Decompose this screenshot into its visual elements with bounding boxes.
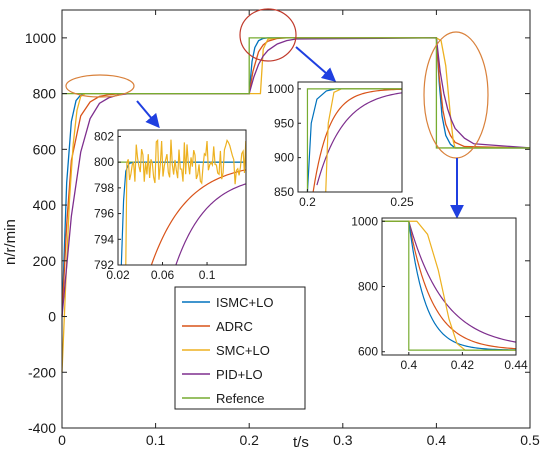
inset-series-group [382, 220, 516, 351]
inset-frame [297, 81, 403, 193]
inset-y-tick-label: 1000 [267, 82, 294, 96]
x-tick-label: 0.1 [146, 432, 166, 448]
inset-x-tick-label: 0.06 [151, 268, 175, 282]
y-tick-label: -400 [28, 420, 56, 436]
series-line-ismc-lo [61, 37, 530, 317]
inset-series-line-refence [306, 88, 402, 192]
y-tick-label: 600 [33, 141, 57, 157]
inset-plot-1: 0.02 0.06 0.1 792 794 796 798 800 802 [94, 129, 247, 282]
inset-y-tick-label: 1000 [351, 214, 378, 228]
main-x-ticks: 0 0.1 0.2 0.3 0.4 0.5 [58, 10, 540, 448]
inset-series-line-pid-lo [175, 183, 246, 265]
inset-background [298, 82, 402, 192]
legend-label: ISMC+LO [216, 295, 273, 310]
highlight-ellipse-step-down [423, 31, 489, 159]
highlight-ellipse-start [65, 74, 135, 98]
inset-series-line-smc-lo [125, 138, 246, 265]
inset-series-line-pid-lo [382, 220, 516, 343]
inset-plot-2: 0.2 0.25 850 900 950 1000 [267, 81, 414, 209]
arrow-to-inset-2 [295, 46, 337, 82]
inset-y-tick-label: 798 [94, 181, 114, 195]
inset-x-tick-label: 0.02 [106, 268, 130, 282]
inset-y-tick-label: 800 [358, 280, 378, 294]
inset-y-tick-label: 802 [94, 129, 114, 143]
x-tick-label: 0.5 [520, 432, 540, 448]
inset-x-tick-label: 0.1 [199, 268, 216, 282]
inset-plot-3: 0.4 0.42 0.44 600 800 1000 [351, 214, 528, 372]
inset-y-tick-label: 800 [94, 155, 114, 169]
inset-x-tick-label: 0.42 [451, 358, 475, 372]
series-line-smc-lo [61, 37, 530, 373]
legend-items: ISMC+LO ADRC SMC+LO PID+LO Refence [182, 295, 273, 406]
main-series-group [61, 37, 531, 373]
x-tick-label: 0.2 [239, 432, 259, 448]
inset-series-line-pid-lo [316, 92, 402, 186]
legend: ISMC+LO ADRC SMC+LO PID+LO Refence [174, 286, 306, 410]
inset-x-tick-label: 0.44 [504, 358, 528, 372]
legend-label: Refence [216, 391, 264, 406]
y-tick-label: -200 [28, 364, 56, 380]
inset-background [382, 218, 516, 355]
legend-box [174, 286, 306, 410]
series-line-adrc [61, 37, 531, 317]
y-tick-label: 0 [48, 309, 56, 325]
x-tick-label: 0.3 [333, 432, 353, 448]
main-y-ticks: -400 -200 0 200 400 600 800 1000 [25, 30, 530, 436]
y-tick-label: 400 [33, 197, 57, 213]
inset-y-tick-label: 792 [94, 258, 114, 272]
series-line-pid-lo [61, 37, 531, 317]
y-axis-label: n/r/min [2, 219, 19, 265]
x-axis-label: t/s [293, 434, 309, 451]
x-tick-label: 0 [58, 432, 66, 448]
inset-y-tick-label: 850 [274, 185, 294, 199]
legend-label: SMC+LO [216, 343, 270, 358]
inset-series-group [118, 138, 246, 265]
inset-series-line-adrc [382, 220, 516, 350]
legend-label: ADRC [216, 319, 253, 334]
inset-y-tick-label: 600 [358, 345, 378, 359]
inset-x-tick-label: 0.4 [400, 358, 417, 372]
series-line-refence [62, 37, 530, 149]
y-tick-label: 200 [33, 253, 57, 269]
inset-series-line-smc-lo [382, 220, 516, 351]
x-tick-label: 0.4 [427, 432, 447, 448]
inset-y-tick-label: 794 [94, 232, 114, 246]
inset-x-tick-label: 0.2 [299, 195, 316, 209]
inset-series-line-adrc [150, 169, 246, 265]
legend-label: PID+LO [216, 367, 263, 382]
inset-series-line-ismc-lo [120, 161, 246, 265]
y-tick-label: 1000 [25, 30, 56, 46]
inset-series-line-refence [382, 220, 516, 351]
inset-y-tick-label: 796 [94, 207, 114, 221]
main-frame [61, 9, 531, 429]
inset-x-tick-label: 0.25 [390, 195, 414, 209]
y-tick-label: 800 [33, 86, 57, 102]
inset-y-tick-label: 950 [274, 116, 294, 130]
arrow-to-inset-1 [136, 100, 160, 129]
inset-frame [117, 129, 247, 266]
inset-y-tick-label: 900 [274, 151, 294, 165]
highlight-ellipse-step-up [239, 8, 297, 62]
inset-series-group [306, 88, 402, 192]
main-plot: 0 0.1 0.2 0.3 0.4 0.5 -400 -200 0 200 400 600 800 10… [2, 9, 540, 451]
